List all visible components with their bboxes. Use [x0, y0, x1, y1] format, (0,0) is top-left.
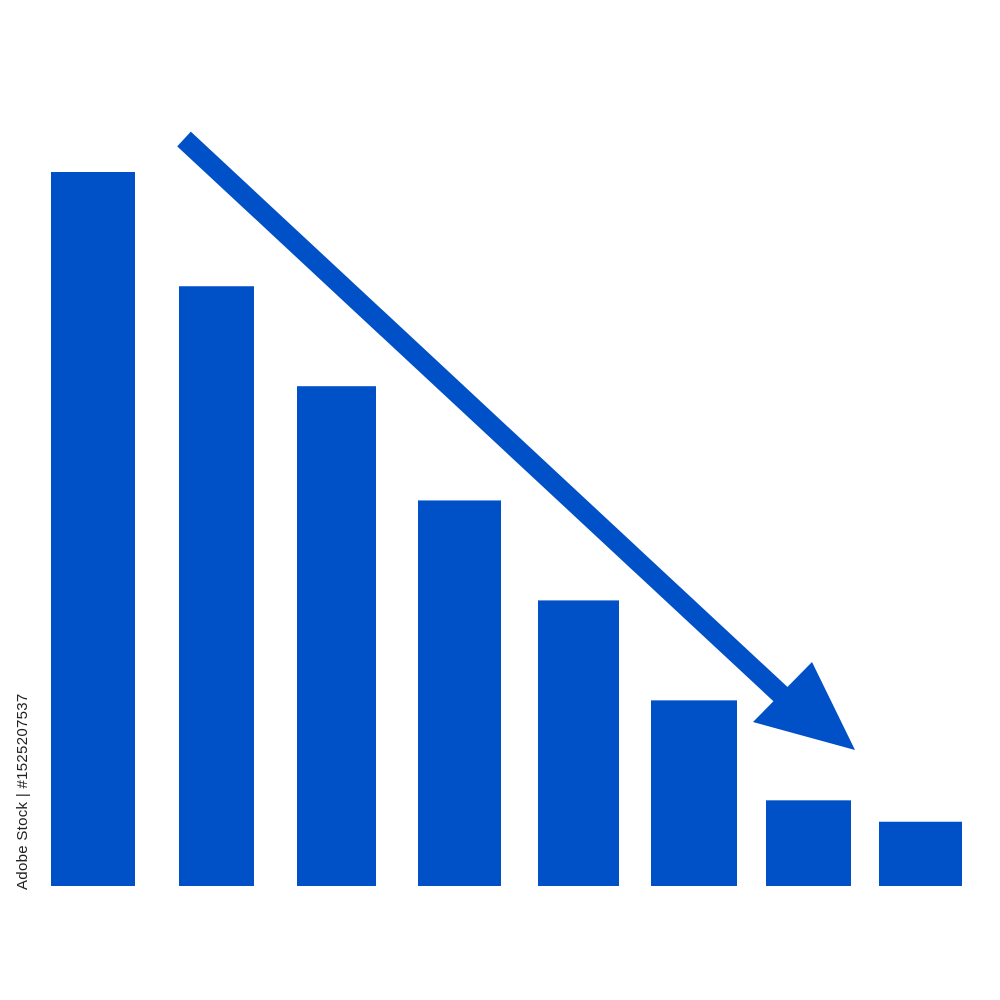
bar-5	[538, 600, 619, 886]
bar-7	[766, 800, 851, 886]
bar-8	[879, 821, 962, 886]
trend-arrow-head	[753, 662, 855, 750]
bar-2	[179, 286, 254, 886]
trend-arrow-shaft	[177, 131, 797, 711]
bar-1	[51, 172, 135, 886]
trend-arrow	[177, 131, 855, 750]
bar-4	[418, 500, 501, 886]
bar-3	[297, 386, 376, 886]
bar-6	[651, 700, 737, 886]
watermark-id-text: Adobe Stock | #1525207537	[14, 693, 31, 890]
bars-group	[51, 172, 962, 886]
